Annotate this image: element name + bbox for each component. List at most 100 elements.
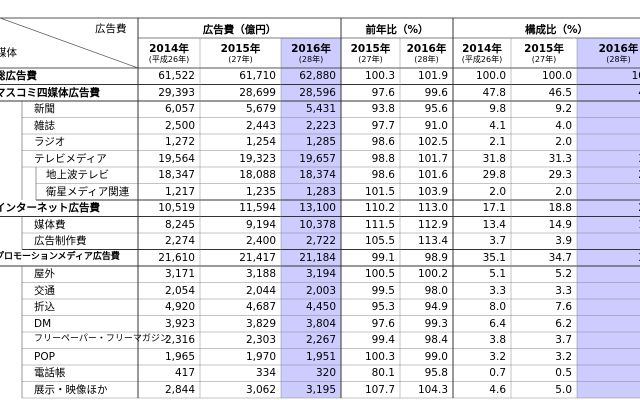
cell-value: 113.0 bbox=[417, 202, 448, 214]
cell-value: 101.6 bbox=[417, 169, 448, 181]
cell-value: 2,003 bbox=[305, 284, 336, 297]
cell-value: 2.0 bbox=[489, 185, 506, 198]
cell-value: 3,062 bbox=[245, 383, 276, 396]
cell-value: 4.0 bbox=[555, 119, 572, 132]
cell-value: 4.1 bbox=[489, 119, 506, 132]
cell-value: 2,722 bbox=[305, 235, 336, 247]
cell-value: 2,443 bbox=[245, 119, 276, 132]
cell-value: 3,194 bbox=[305, 268, 336, 280]
cell-value: 100.3 bbox=[364, 350, 395, 363]
row-label: 雑誌 bbox=[34, 119, 55, 132]
cell-value: 80.1 bbox=[371, 367, 395, 379]
cell-value: 18,374 bbox=[299, 169, 336, 181]
cell-value: 5,679 bbox=[245, 103, 276, 115]
cell-value: 7.6 bbox=[555, 301, 572, 313]
year-header: 2016年 bbox=[598, 43, 639, 55]
cell-value: 2,316 bbox=[164, 334, 195, 346]
cell-value: 3. bbox=[577, 286, 640, 297]
row-label: 広告制作費 bbox=[34, 235, 87, 247]
cell-value: 45. bbox=[577, 87, 640, 99]
cell-value: 107.7 bbox=[364, 383, 395, 396]
row-label: 折込 bbox=[34, 301, 55, 313]
highlight bbox=[577, 38, 640, 398]
era-header: (28年) bbox=[414, 55, 439, 64]
cell-value: 14.9 bbox=[548, 218, 572, 231]
year-header: 2014年 bbox=[149, 43, 189, 55]
cell-value: 16. bbox=[577, 219, 640, 231]
cell-value: 101.9 bbox=[417, 70, 448, 82]
cell-value: 3.2 bbox=[555, 350, 572, 363]
cell-value: 105.5 bbox=[364, 235, 395, 247]
row-label: 媒体費 bbox=[34, 218, 66, 231]
cell-value: 47.8 bbox=[482, 86, 506, 99]
cell-value: 97.7 bbox=[371, 119, 395, 132]
cell-value: 10,378 bbox=[299, 218, 336, 231]
cell-value: 2. bbox=[577, 187, 640, 198]
cell-value: 1,217 bbox=[164, 185, 195, 198]
cell-value: 5. bbox=[577, 269, 640, 280]
cell-value: 9.2 bbox=[555, 103, 572, 115]
cell-value: 31.8 bbox=[482, 152, 506, 165]
cell-value: 97.6 bbox=[371, 317, 395, 330]
cell-value: 61,710 bbox=[239, 70, 276, 82]
cell-value: 3.7 bbox=[555, 334, 572, 346]
cell-value: 18,347 bbox=[158, 169, 195, 181]
row-label: ラジオ bbox=[34, 136, 66, 148]
cell-value: 28,699 bbox=[239, 86, 276, 99]
cell-value: 2,303 bbox=[245, 334, 276, 346]
cell-value: 3.3 bbox=[489, 284, 506, 297]
row-label: インターネット広告費 bbox=[0, 202, 100, 214]
cell-value: 104.3 bbox=[417, 383, 448, 396]
cell-value: 5.2 bbox=[555, 268, 572, 280]
cell-value: 101.7 bbox=[417, 152, 448, 165]
cell-value: 62,880 bbox=[299, 70, 336, 82]
cell-value: 98.8 bbox=[371, 152, 395, 165]
cell-value: 3. bbox=[577, 335, 640, 346]
cell-value: 334 bbox=[255, 367, 276, 379]
cell-value: 13.4 bbox=[482, 218, 506, 231]
cell-value: 8,245 bbox=[164, 218, 195, 231]
cell-value: 102.5 bbox=[417, 136, 448, 148]
cell-value: 3.3 bbox=[555, 284, 572, 297]
cell-value: 98.9 bbox=[424, 251, 448, 264]
cell-value: 93.8 bbox=[371, 103, 395, 115]
year-header: 2015年 bbox=[524, 43, 564, 55]
cell-value: 7. bbox=[577, 302, 640, 313]
cell-value: 1,951 bbox=[305, 350, 336, 363]
row-label: プロモーションメディア広告費 bbox=[0, 251, 120, 262]
cell-value: 320 bbox=[315, 367, 336, 379]
cell-value: 1,970 bbox=[245, 350, 276, 363]
cell-value: 99.6 bbox=[424, 86, 448, 99]
cell-value: 5.0 bbox=[555, 383, 572, 396]
cell-value: 31. bbox=[577, 153, 640, 165]
cell-value: 98.6 bbox=[371, 136, 395, 148]
cell-value: 110.2 bbox=[364, 202, 395, 214]
cell-value: 100. bbox=[631, 70, 640, 82]
era-header: (平成26年) bbox=[461, 55, 503, 64]
cell-value: 21,417 bbox=[239, 251, 276, 264]
group-header: 前年比（%） bbox=[365, 24, 429, 36]
cell-value: 100.0 bbox=[475, 70, 506, 82]
cell-value: 95.6 bbox=[424, 103, 448, 115]
row-label: フリーペーパー・フリーマガジン bbox=[34, 334, 169, 344]
cell-value: 29. bbox=[577, 170, 640, 181]
cell-value: 4,687 bbox=[245, 301, 276, 313]
cell-value: 4. bbox=[577, 236, 640, 247]
cell-value: 97.6 bbox=[371, 86, 395, 99]
cell-value: 2,844 bbox=[164, 383, 195, 396]
cell-value: 113.4 bbox=[417, 235, 448, 247]
year-header: 2015年 bbox=[220, 43, 261, 55]
cell-value: 5.1 bbox=[489, 268, 506, 280]
cell-value: 4,450 bbox=[305, 301, 336, 313]
cell-value: 3,171 bbox=[164, 268, 195, 280]
cell-value: 46.5 bbox=[548, 86, 572, 99]
cell-value: 1,965 bbox=[164, 350, 195, 363]
cell-value: 3,188 bbox=[245, 268, 276, 280]
era-header: (平成26年) bbox=[148, 55, 190, 64]
cell-value: 2,500 bbox=[164, 119, 195, 132]
cell-value: 18,088 bbox=[239, 169, 276, 181]
cell-value: 9,194 bbox=[245, 218, 276, 231]
row-label: 衛星メディア関連 bbox=[46, 185, 130, 198]
cell-value: 29.3 bbox=[548, 169, 572, 181]
cell-value: 2,274 bbox=[164, 235, 195, 247]
